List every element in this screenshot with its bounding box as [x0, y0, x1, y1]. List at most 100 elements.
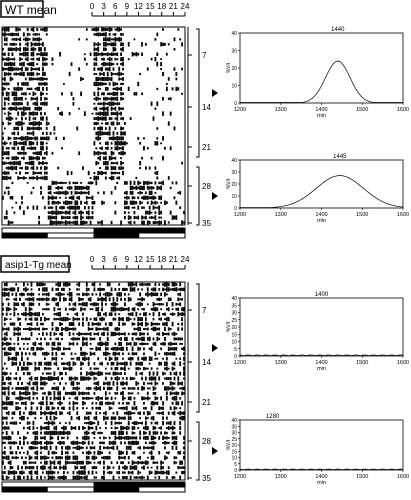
panel-title-box [0, 255, 70, 273]
day-tick-label: 14 [202, 103, 211, 112]
arrow-icon [212, 192, 218, 200]
hour-tick-label: 21 [169, 255, 178, 264]
x-tick-label: 1500 [356, 212, 368, 218]
y-tick-label: 40 [231, 296, 237, 302]
periodogram: 0 10 20 30 40 1200 1300 1400 1500 1600 %V/t min 1440 [226, 27, 409, 119]
y-tick-label: 10 [231, 340, 237, 346]
periodogram-curve [239, 468, 404, 471]
hour-tick-label: 24 [181, 255, 190, 264]
y-axis-label: %V/t [226, 178, 232, 189]
y-axis-label: %V/t [226, 62, 232, 73]
hour-tick-label: 6 [113, 2, 118, 11]
arrow-icon [212, 447, 218, 455]
y-tick-label: 0 [234, 101, 237, 107]
y-tick-label: 30 [231, 431, 237, 437]
x-tick-label: 1300 [275, 474, 287, 480]
arrow-icon [212, 89, 218, 97]
x-axis-label: min [317, 480, 326, 486]
y-tick-label: 25 [231, 318, 237, 324]
y-tick-label: 40 [231, 31, 237, 37]
y-tick-label: 5 [234, 462, 237, 468]
y-tick-label: 25 [231, 437, 237, 443]
hour-tick-label: 9 [125, 255, 130, 264]
y-tick-label: 30 [231, 49, 237, 55]
hour-tick-label: 21 [169, 2, 178, 11]
day-tick-label: 28 [202, 182, 211, 191]
hour-tick-label: 0 [90, 255, 95, 264]
hour-tick-label: 0 [90, 2, 95, 11]
day-tick-label: 35 [202, 474, 211, 483]
y-tick-label: 30 [231, 170, 237, 176]
hour-tick-label: 18 [157, 255, 166, 264]
peak-label: 1440 [331, 27, 345, 33]
periodogram-frame [239, 419, 404, 471]
day-tick-label: 21 [202, 398, 211, 407]
y-tick-label: 0 [234, 468, 237, 474]
x-tick-label: 1500 [356, 360, 368, 366]
y-tick-label: 35 [231, 303, 237, 309]
x-tick-label: 1200 [234, 107, 246, 113]
peak-label: 1280 [266, 414, 280, 420]
x-tick-label: 1600 [397, 360, 409, 366]
y-tick-label: 0 [234, 206, 237, 212]
light-dark-bar [1, 481, 186, 493]
y-tick-label: 5 [234, 347, 237, 353]
y-tick-label: 15 [231, 332, 237, 338]
y-tick-label: 20 [231, 66, 237, 72]
hour-tick-label: 24 [181, 2, 190, 11]
day-tick-label: 7 [202, 51, 207, 60]
hour-tick-label: 18 [157, 2, 166, 11]
x-tick-label: 1400 [315, 360, 327, 366]
x-tick-label: 1300 [275, 212, 287, 218]
panel-title-box [0, 0, 44, 18]
hour-tick-label: 3 [101, 2, 106, 11]
y-tick-label: 15 [231, 449, 237, 455]
x-axis-label: min [317, 366, 326, 372]
periodogram-frame [239, 297, 404, 357]
day-tick-label: 21 [202, 143, 211, 152]
hour-tick-label: 12 [134, 255, 143, 264]
periodogram-frame [239, 32, 404, 104]
hour-tick-label: 3 [101, 255, 106, 264]
y-tick-label: 30 [231, 311, 237, 317]
y-tick-label: 10 [231, 456, 237, 462]
panel-title: WT mean [5, 3, 57, 17]
hour-tick-label: 15 [146, 2, 155, 11]
peak-label: 1445 [333, 154, 347, 160]
x-tick-label: 1200 [234, 212, 246, 218]
hour-tick-label: 6 [113, 255, 118, 264]
x-tick-label: 1500 [356, 474, 368, 480]
y-tick-label: 20 [231, 443, 237, 449]
y-axis-label: %V/t [226, 321, 232, 332]
light-dark-bar [1, 227, 186, 239]
y-tick-label: 40 [231, 158, 237, 164]
x-tick-label: 1400 [315, 212, 327, 218]
periodogram-curve [240, 60, 403, 103]
x-tick-label: 1600 [397, 107, 409, 113]
x-tick-label: 1400 [315, 474, 327, 480]
y-tick-label: 20 [231, 325, 237, 331]
actogram [1, 281, 186, 481]
x-axis-label: min [317, 113, 326, 119]
x-tick-label: 1600 [397, 474, 409, 480]
x-tick-label: 1200 [234, 360, 246, 366]
y-tick-label: 20 [231, 182, 237, 188]
periodogram: 0 10 20 30 40 1200 1300 1400 1500 1600 %V/t min 1445 [226, 154, 409, 224]
x-tick-label: 1200 [234, 474, 246, 480]
y-tick-label: 40 [231, 418, 237, 424]
hour-axis: 0 3 6 9 12 15 18 21 24 [90, 255, 190, 270]
actogram [1, 26, 186, 226]
periodogram-curve [239, 354, 404, 357]
x-tick-label: 1300 [275, 360, 287, 366]
periodogram-curve [240, 175, 404, 208]
x-axis-label: min [317, 218, 326, 224]
day-axis: 7 14 21 28 35 [187, 282, 218, 483]
day-tick-label: 14 [202, 358, 211, 367]
hour-tick-label: 9 [125, 2, 130, 11]
x-tick-label: 1600 [397, 212, 409, 218]
panel-title: asip1-Tg mean [5, 260, 72, 271]
